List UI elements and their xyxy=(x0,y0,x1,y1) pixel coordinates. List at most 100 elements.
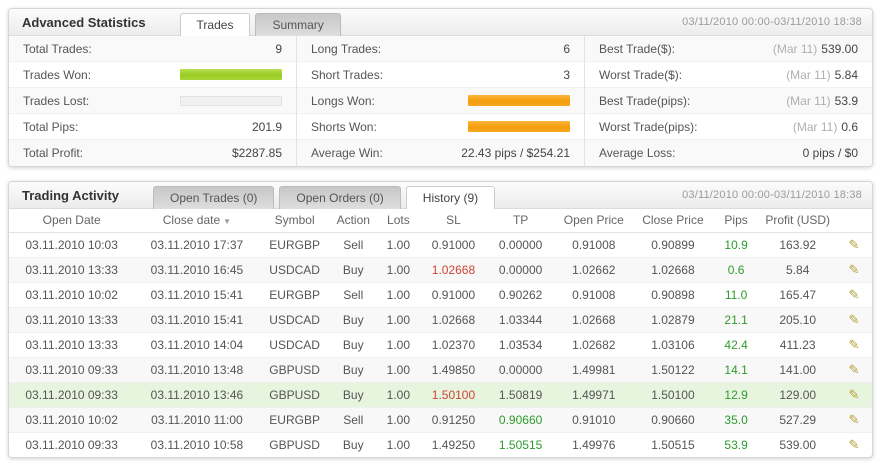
cell-symbol: EURGBP xyxy=(259,407,330,433)
cell-action: Buy xyxy=(329,332,377,358)
cell-action: Sell xyxy=(329,282,377,308)
cell-symbol: EURGBP xyxy=(259,282,330,308)
stat-label: Average Loss: xyxy=(599,146,676,160)
history-table-header-row: Open Date Close date ▼ Symbol Action Lots… xyxy=(9,209,872,233)
cell-close-date: 03.11.2010 10:58 xyxy=(150,437,244,452)
edit-icon[interactable]: ✎ xyxy=(848,386,860,402)
stat-value-number: 0.6 xyxy=(841,119,858,134)
col-header-tp[interactable]: TP xyxy=(487,209,555,233)
edit-icon[interactable]: ✎ xyxy=(848,436,860,452)
trading-activity-panel: Trading Activity Open Trades (0) Open Or… xyxy=(8,181,873,458)
activity-panel-header: Trading Activity Open Trades (0) Open Or… xyxy=(9,182,872,209)
cell-action: Buy xyxy=(342,437,364,452)
col-header-profit[interactable]: Profit (USD) xyxy=(759,209,836,233)
stat-value: 9 xyxy=(275,41,282,56)
cell-close-price: 0.90899 xyxy=(633,232,713,258)
cell-close-date: 03.11.2010 13:48 xyxy=(134,357,260,383)
cell-sl: 1.02370 xyxy=(419,332,488,358)
activity-panel-title: Trading Activity xyxy=(22,187,120,203)
stats-column-1: Total Trades: 9 Trades Won: Trades Lost:… xyxy=(9,36,296,166)
tab-summary[interactable]: Summary xyxy=(255,13,341,36)
edit-icon[interactable]: ✎ xyxy=(848,286,860,302)
cell-action: Buy xyxy=(329,307,377,333)
cell-open-date: 03.11.2010 09:33 xyxy=(25,437,118,452)
stat-date-prefix: (Mar 11) xyxy=(792,119,838,134)
cell-profit: 205.10 xyxy=(759,307,836,333)
table-row: 03.11.2010 13:33 03.11.2010 16:45 USDCAD… xyxy=(9,257,872,283)
cell-sl: 1.49250 xyxy=(431,437,476,452)
stat-value: (Mar 11) 539.00 xyxy=(773,42,858,56)
edit-icon[interactable]: ✎ xyxy=(848,311,860,327)
edit-icon[interactable]: ✎ xyxy=(848,336,860,352)
cell-edit: ✎ xyxy=(836,432,872,457)
cell-lots: 1.00 xyxy=(376,382,420,408)
tab-open-trades[interactable]: Open Trades (0) xyxy=(153,186,275,209)
tab-trades[interactable]: Trades xyxy=(179,13,251,36)
col-header-edit xyxy=(835,209,872,233)
stat-label: Trades Lost: xyxy=(23,93,90,108)
cell-close-date: 03.11.2010 15:41 xyxy=(134,307,260,333)
stat-value: (Mar 11) 0.6 xyxy=(793,120,858,134)
stat-value-number: 5.84 xyxy=(834,67,858,82)
cell-edit: ✎ xyxy=(835,332,872,358)
col-header-symbol[interactable]: Symbol xyxy=(259,209,330,233)
cell-open-price: 0.91008 xyxy=(554,232,634,258)
activity-tabs: Open Trades (0) Open Orders (0) History … xyxy=(153,186,496,209)
cell-profit: 163.92 xyxy=(759,232,836,258)
stat-value: 201.9 xyxy=(251,119,282,134)
cell-symbol: USDCAD xyxy=(259,257,330,283)
col-header-lots[interactable]: Lots xyxy=(376,209,420,233)
cell-close-price: 1.02668 xyxy=(633,257,713,283)
edit-icon[interactable]: ✎ xyxy=(848,236,860,252)
stat-value: 22.43 pips / $254.21 xyxy=(461,146,570,160)
cell-close-date: 03.11.2010 14:04 xyxy=(134,332,260,358)
cell-action: Buy xyxy=(329,382,377,408)
stat-label: Longs Won: xyxy=(311,93,375,108)
col-header-open-price[interactable]: Open Price xyxy=(554,209,634,233)
cell-action: Sell xyxy=(329,232,377,258)
trades-won-bar xyxy=(180,69,282,80)
stats-column-3: Best Trade($): (Mar 11) 539.00 Worst Trad… xyxy=(584,36,872,166)
table-row: 03.11.2010 10:03 03.11.2010 17:37 EURGBP… xyxy=(9,232,872,258)
cell-close-price: 0.90660 xyxy=(633,407,713,433)
col-header-open-date[interactable]: Open Date xyxy=(9,209,135,233)
table-row: 03.11.2010 13:33 03.11.2010 15:41 USDCAD… xyxy=(9,307,872,333)
cell-close-price: 0.90898 xyxy=(633,282,713,308)
cell-action: Sell xyxy=(329,407,377,433)
cell-sl: 0.91000 xyxy=(419,232,488,258)
stat-row-worst-trade-usd: Worst Trade($): (Mar 11) 5.84 xyxy=(585,62,872,88)
edit-icon[interactable]: ✎ xyxy=(848,261,860,277)
tab-open-orders[interactable]: Open Orders (0) xyxy=(279,186,401,209)
cell-pips: 11.0 xyxy=(712,282,760,308)
cell-profit: 129.00 xyxy=(759,382,836,408)
col-header-close-date[interactable]: Close date ▼ xyxy=(134,209,260,233)
table-row: 03.11.2010 09:33 03.11.2010 13:46 GBPUSD… xyxy=(9,382,872,408)
stat-label: Short Trades: xyxy=(311,67,384,82)
col-header-pips[interactable]: Pips xyxy=(712,209,760,233)
cell-tp: 1.03344 xyxy=(487,307,555,333)
cell-open-date: 03.11.2010 13:33 xyxy=(9,257,135,283)
sort-desc-icon[interactable]: ▼ xyxy=(223,217,232,227)
cell-pips: 0.6 xyxy=(712,257,760,283)
table-row: 03.11.2010 10:02 03.11.2010 15:41 EURGBP… xyxy=(9,282,872,308)
edit-icon[interactable]: ✎ xyxy=(848,361,860,377)
cell-lots: 1.00 xyxy=(386,437,411,452)
cell-pips: 21.1 xyxy=(712,307,760,333)
col-header-sl[interactable]: SL xyxy=(419,209,488,233)
cell-action: Buy xyxy=(329,357,377,383)
stat-date-prefix: (Mar 11) xyxy=(786,67,831,82)
tab-history[interactable]: History (9) xyxy=(405,186,496,209)
cell-edit: ✎ xyxy=(835,382,872,408)
stat-value-number: 53.9 xyxy=(834,93,858,108)
stat-value: (Mar 11) 53.9 xyxy=(786,94,858,108)
col-header-action[interactable]: Action xyxy=(329,209,377,233)
stat-label: Trades Won: xyxy=(23,67,92,82)
cell-close-date: 03.11.2010 13:46 xyxy=(134,382,260,408)
history-table: Open Date Close date ▼ Symbol Action Lots… xyxy=(9,209,872,457)
stat-label: Long Trades: xyxy=(311,41,382,56)
edit-icon[interactable]: ✎ xyxy=(848,411,860,427)
col-header-close-price[interactable]: Close Price xyxy=(633,209,713,233)
cell-lots: 1.00 xyxy=(376,232,420,258)
stats-grid: Total Trades: 9 Trades Won: Trades Lost:… xyxy=(9,36,872,166)
stat-row-shorts-won: Shorts Won: xyxy=(297,114,584,140)
